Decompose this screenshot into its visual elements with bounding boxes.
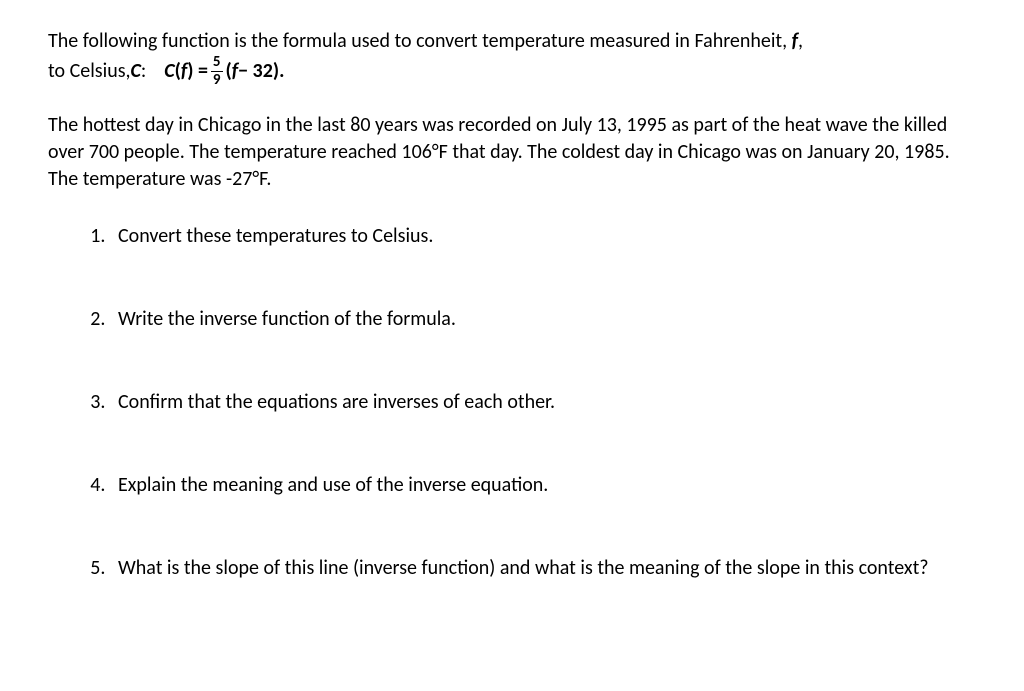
formula-eq: ) = (187, 58, 208, 85)
question-text: What is the slope of this line (inverse … (118, 556, 929, 580)
question-item: Convert these temperatures to Celsius. (110, 223, 976, 250)
question-item: Explain the meaning and use of the inver… (110, 472, 976, 499)
question-text: Convert these temperatures to Celsius. (118, 224, 433, 248)
fraction-numerator: 5 (211, 55, 223, 71)
intro-text: The following function is the formula us… (48, 29, 792, 53)
intro-line-1: The following function is the formula us… (48, 28, 976, 55)
fraction: 5 9 (211, 55, 223, 88)
intro-text: , (798, 29, 803, 53)
context-paragraph: The hottest day in Chicago in the last 8… (48, 112, 976, 193)
question-text: Confirm that the equations are inverses … (118, 390, 555, 414)
question-item: What is the slope of this line (inverse … (110, 555, 976, 582)
formula-C: C (164, 58, 174, 85)
intro-paragraph: The following function is the formula us… (48, 28, 976, 88)
question-text: Write the inverse function of the formul… (118, 307, 456, 331)
intro-text: to Celsius, (48, 58, 131, 85)
formula-tail: − 32). (238, 58, 284, 85)
question-list: Convert these temperatures to Celsius. W… (48, 223, 976, 582)
document-page: The following function is the formula us… (0, 0, 1024, 582)
intro-colon: : (141, 58, 146, 85)
question-item: Confirm that the equations are inverses … (110, 389, 976, 416)
intro-line-2: to Celsius, C: C(f) = 5 9 (f − 32). (48, 55, 976, 88)
question-text: Explain the meaning and use of the inver… (118, 473, 548, 497)
fraction-denominator: 9 (211, 71, 223, 88)
var-C: C (131, 58, 141, 85)
question-item: Write the inverse function of the formul… (110, 306, 976, 333)
